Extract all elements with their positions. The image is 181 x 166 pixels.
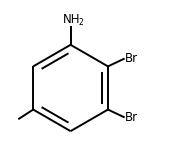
- Text: Br: Br: [124, 52, 138, 65]
- Text: Br: Br: [124, 111, 138, 124]
- Text: 2: 2: [78, 18, 83, 27]
- Text: NH: NH: [63, 13, 80, 26]
